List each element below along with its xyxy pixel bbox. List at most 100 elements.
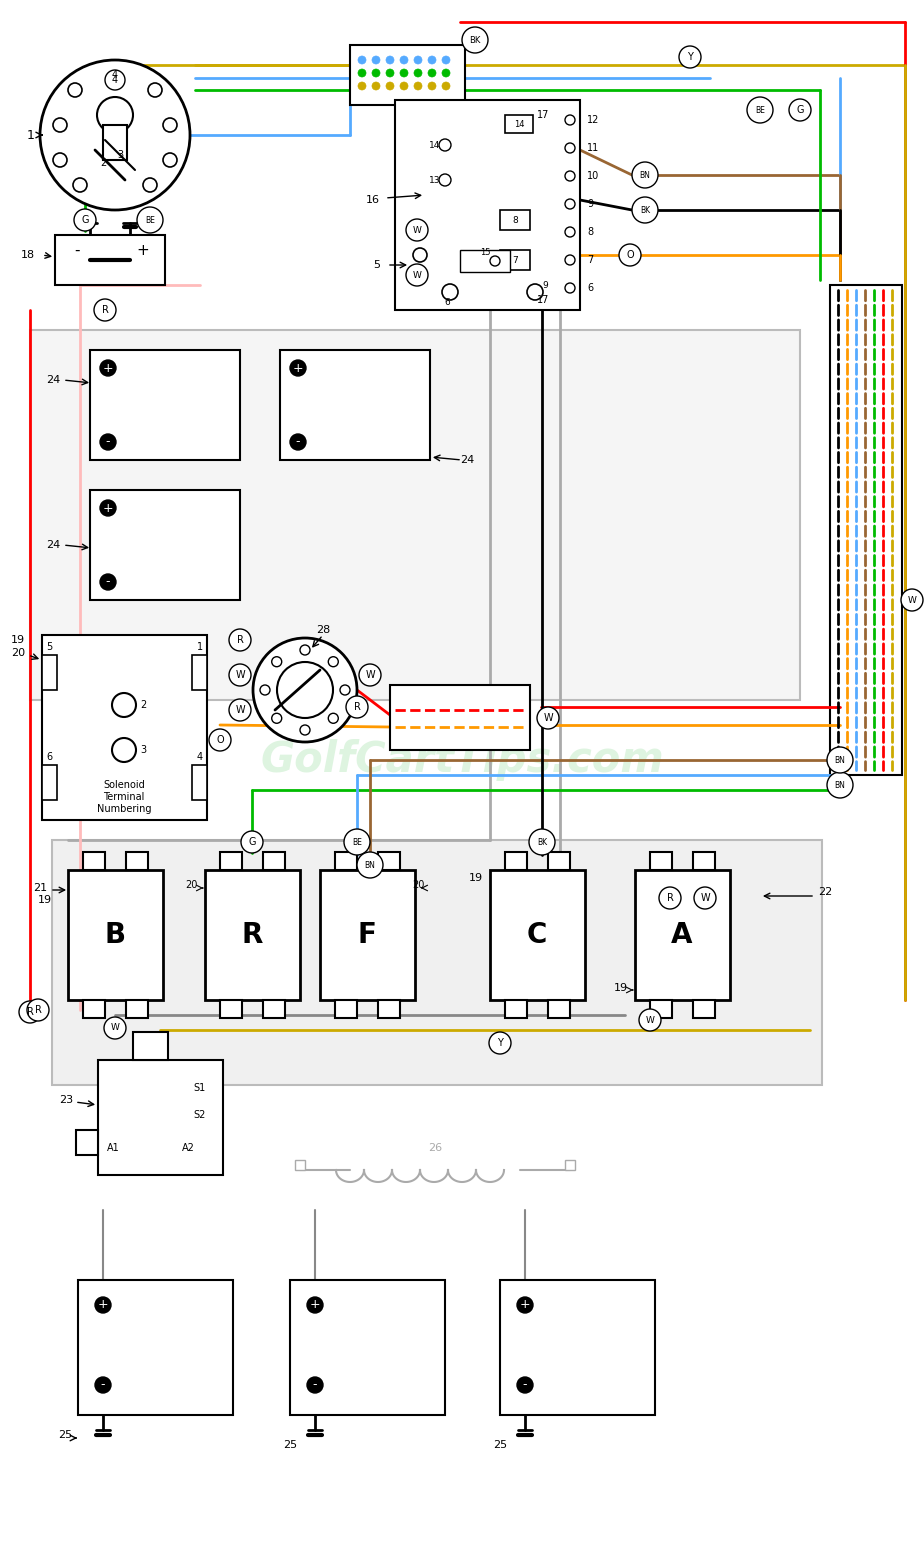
Circle shape	[346, 695, 368, 719]
Circle shape	[565, 143, 575, 153]
Circle shape	[372, 69, 380, 76]
Text: R: R	[354, 702, 360, 712]
Text: 15: 15	[480, 248, 491, 257]
Bar	[263, 853, 285, 870]
Text: 8: 8	[587, 228, 593, 237]
Text: S1: S1	[193, 1084, 205, 1093]
Text: 21: 21	[33, 882, 47, 893]
Text: 4: 4	[112, 75, 118, 86]
Text: W: W	[646, 1015, 654, 1024]
Bar	[500, 210, 530, 231]
Text: O: O	[216, 734, 224, 745]
Bar	[490, 870, 585, 999]
Text: R: R	[237, 635, 243, 645]
Text: 25: 25	[492, 1441, 507, 1450]
Bar	[548, 999, 570, 1018]
Circle shape	[565, 284, 575, 293]
Text: 1: 1	[27, 128, 35, 142]
Bar	[42, 655, 57, 691]
Text: G: G	[81, 215, 89, 224]
Circle shape	[489, 1032, 511, 1054]
Text: -: -	[523, 1378, 528, 1392]
Circle shape	[104, 1016, 126, 1038]
Circle shape	[53, 118, 67, 133]
Text: 19: 19	[11, 635, 25, 645]
Circle shape	[307, 1297, 323, 1313]
Text: +: +	[519, 1299, 530, 1311]
Bar	[126, 853, 148, 870]
Text: 24: 24	[46, 376, 60, 385]
Circle shape	[901, 589, 923, 611]
Bar	[335, 999, 357, 1018]
Text: R: R	[34, 1006, 42, 1015]
Circle shape	[328, 714, 338, 723]
Text: BE: BE	[755, 106, 765, 114]
Circle shape	[406, 218, 428, 242]
Text: W: W	[236, 705, 245, 716]
Bar	[390, 684, 530, 750]
Bar	[192, 765, 207, 800]
Text: R: R	[102, 306, 108, 315]
Text: BK: BK	[469, 36, 480, 45]
Bar	[460, 249, 510, 271]
Bar	[68, 870, 163, 999]
Bar	[133, 1032, 168, 1060]
Circle shape	[517, 1377, 533, 1394]
Bar	[650, 853, 672, 870]
Circle shape	[277, 663, 333, 719]
Text: 2: 2	[140, 700, 146, 709]
Circle shape	[307, 1377, 323, 1394]
Circle shape	[414, 83, 422, 90]
Circle shape	[386, 56, 394, 64]
Bar	[126, 999, 148, 1018]
Circle shape	[253, 638, 357, 742]
Text: BE: BE	[352, 837, 362, 847]
Circle shape	[94, 299, 116, 321]
Circle shape	[290, 360, 306, 376]
Circle shape	[100, 500, 116, 516]
Circle shape	[679, 47, 701, 69]
Bar	[90, 490, 240, 600]
Circle shape	[413, 248, 427, 262]
Text: W: W	[365, 670, 375, 680]
Text: +: +	[310, 1299, 321, 1311]
Circle shape	[462, 27, 488, 53]
Bar	[83, 999, 105, 1018]
Text: B: B	[104, 921, 126, 949]
Circle shape	[95, 1377, 111, 1394]
Text: -: -	[296, 435, 300, 449]
Text: R: R	[27, 1007, 33, 1016]
Circle shape	[272, 714, 282, 723]
Circle shape	[400, 56, 408, 64]
Text: 6: 6	[46, 751, 52, 762]
Circle shape	[632, 196, 658, 223]
Circle shape	[414, 56, 422, 64]
Circle shape	[400, 83, 408, 90]
Text: -: -	[105, 575, 110, 588]
Text: 24: 24	[460, 455, 474, 465]
Text: BN: BN	[834, 756, 845, 764]
Circle shape	[428, 69, 436, 76]
Bar	[220, 999, 242, 1018]
Text: 6: 6	[444, 298, 450, 307]
Circle shape	[344, 829, 370, 854]
Text: 17: 17	[537, 111, 549, 120]
Circle shape	[40, 59, 190, 210]
Text: 9: 9	[587, 200, 593, 209]
Circle shape	[272, 656, 282, 667]
Circle shape	[359, 664, 381, 686]
Text: 3: 3	[140, 745, 146, 755]
Text: 17: 17	[537, 295, 549, 306]
Text: 13: 13	[430, 176, 441, 184]
Circle shape	[260, 684, 270, 695]
Bar	[505, 999, 527, 1018]
Text: 16: 16	[366, 195, 380, 204]
Circle shape	[414, 69, 422, 76]
Bar	[78, 1280, 233, 1416]
Circle shape	[74, 209, 96, 231]
Text: A2: A2	[181, 1143, 194, 1154]
Text: R: R	[666, 893, 674, 903]
Bar	[290, 1280, 445, 1416]
Circle shape	[358, 83, 366, 90]
Circle shape	[100, 433, 116, 451]
